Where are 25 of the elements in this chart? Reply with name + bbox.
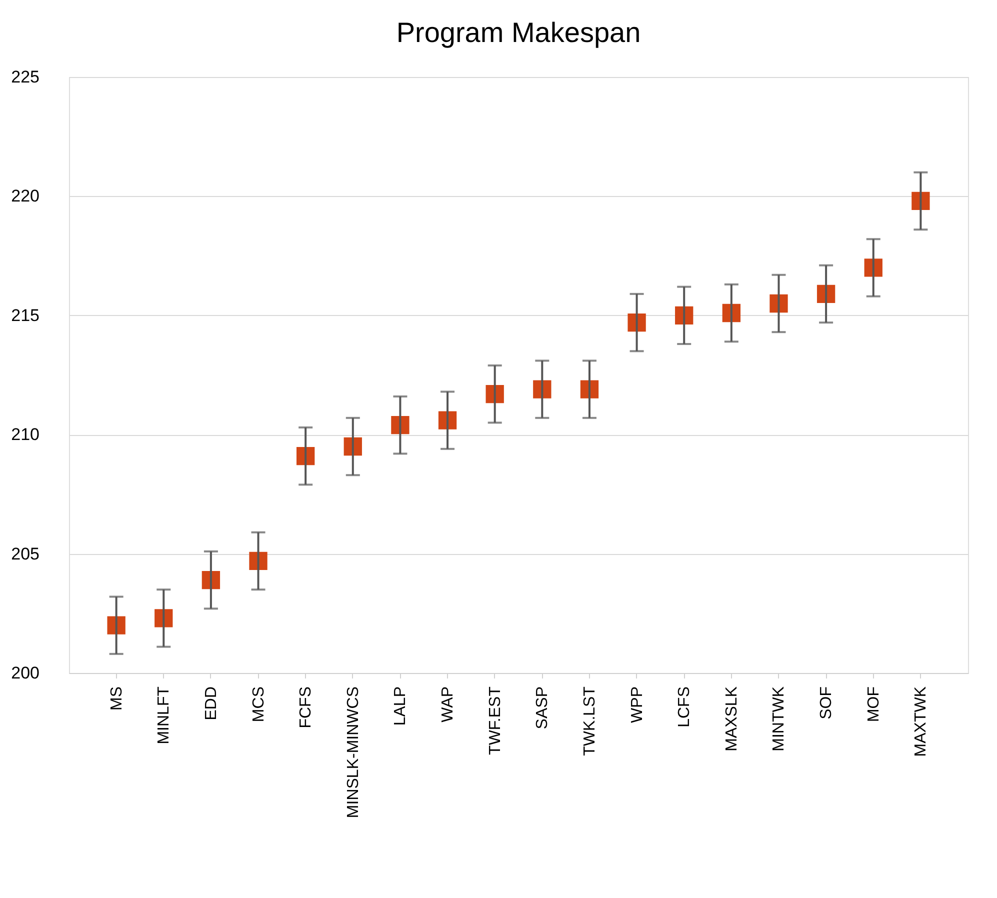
chart-title: Program Makespan bbox=[396, 17, 641, 48]
x-tick-label: MAXTWK bbox=[912, 686, 930, 757]
x-tick-label: FCFS bbox=[298, 686, 315, 728]
y-tick-label: 215 bbox=[11, 306, 40, 325]
x-tick-label: MINSLK-MINWCS bbox=[344, 686, 362, 818]
x-tick-label: MCS bbox=[250, 686, 268, 722]
x-tick-label: MINTWK bbox=[770, 686, 788, 752]
x-tick-label: WPP bbox=[628, 686, 646, 723]
y-tick-label: 225 bbox=[11, 68, 40, 86]
x-tick-label: TWK.LST bbox=[581, 686, 598, 756]
x-tick-label: MS bbox=[108, 686, 126, 710]
x-tick-label: SOF bbox=[818, 686, 836, 720]
y-tick-label: 210 bbox=[11, 425, 40, 444]
y-tick-label: 200 bbox=[11, 664, 40, 682]
x-tick-label: MOF bbox=[865, 686, 882, 722]
x-tick-label: SASP bbox=[534, 686, 552, 730]
x-tick-label: LALP bbox=[392, 686, 410, 726]
x-tick-label: LCFS bbox=[676, 686, 694, 728]
y-tick-label: 220 bbox=[11, 186, 40, 206]
x-tick-label: WAP bbox=[440, 686, 457, 722]
x-tick-label: EDD bbox=[202, 686, 220, 720]
x-tick-label: MINLFT bbox=[156, 686, 173, 744]
x-tick-label: MAXSLK bbox=[723, 686, 740, 752]
x-tick-label: TWF.EST bbox=[486, 686, 504, 755]
y-tick-label: 205 bbox=[11, 544, 40, 564]
